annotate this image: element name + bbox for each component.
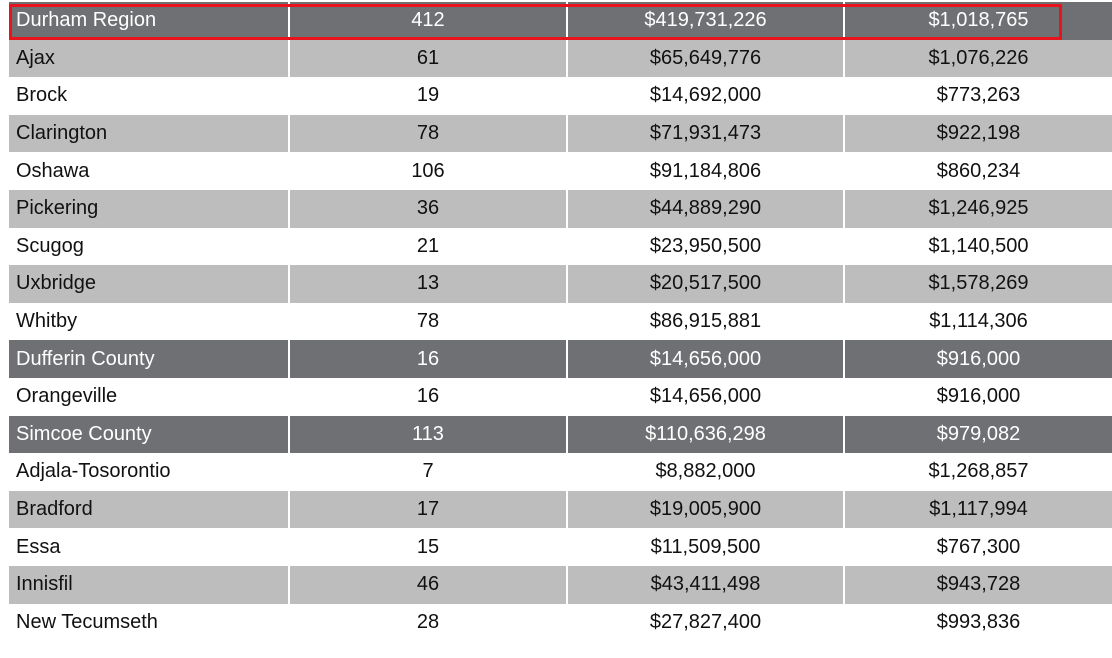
- cell-count: 15: [290, 528, 568, 566]
- cell-count: 46: [290, 565, 568, 604]
- table-row: Uxbridge 13 $20,517,500 $1,578,269: [9, 265, 1112, 303]
- cell-average: $916,000: [845, 377, 1112, 416]
- cell-volume: $43,411,498: [568, 565, 845, 604]
- cell-volume: $20,517,500: [568, 265, 845, 303]
- cell-count: 17: [290, 490, 568, 529]
- table-row: Oshawa 106 $91,184,806 $860,234: [9, 152, 1112, 190]
- cell-name: Adjala-Tosorontio: [9, 453, 290, 491]
- cell-average: $1,578,269: [845, 265, 1112, 303]
- table-row: Innisfil 46 $43,411,498 $943,728: [9, 565, 1112, 604]
- cell-name: Orangeville: [9, 377, 290, 416]
- table-row: New Tecumseth 28 $27,827,400 $993,836: [9, 603, 1112, 642]
- cell-name: Essa: [9, 528, 290, 566]
- cell-name: Simcoe County: [9, 415, 290, 454]
- cell-average: $916,000: [845, 340, 1112, 378]
- cell-count: 61: [290, 39, 568, 78]
- cell-name: Whitby: [9, 302, 290, 341]
- cell-volume: $14,656,000: [568, 377, 845, 416]
- cell-name: Innisfil: [9, 565, 290, 604]
- cell-name: Bradford: [9, 490, 290, 529]
- cell-volume: $14,692,000: [568, 77, 845, 115]
- cell-name: Pickering: [9, 189, 290, 228]
- cell-volume: $27,827,400: [568, 603, 845, 642]
- table-row: Adjala-Tosorontio 7 $8,882,000 $1,268,857: [9, 453, 1112, 491]
- cell-count: 28: [290, 603, 568, 642]
- sales-table: Durham Region 412 $419,731,226 $1,018,765 Aj…: [9, 2, 1112, 642]
- cell-average: $943,728: [845, 565, 1112, 604]
- cell-name: Oshawa: [9, 152, 290, 190]
- cell-volume: $86,915,881: [568, 302, 845, 341]
- cell-count: 16: [290, 340, 568, 378]
- cell-name: Ajax: [9, 39, 290, 78]
- table-row: Whitby 78 $86,915,881 $1,114,306: [9, 302, 1112, 341]
- cell-average: $767,300: [845, 528, 1112, 566]
- cell-count: 13: [290, 265, 568, 303]
- cell-average: $1,117,994: [845, 490, 1112, 529]
- cell-average: $1,140,500: [845, 227, 1112, 266]
- cell-count: 412: [290, 2, 568, 40]
- cell-name: Dufferin County: [9, 340, 290, 378]
- cell-name: New Tecumseth: [9, 603, 290, 642]
- cell-volume: $19,005,900: [568, 490, 845, 529]
- cell-count: 21: [290, 227, 568, 266]
- cell-count: 19: [290, 77, 568, 115]
- table-row: Scugog 21 $23,950,500 $1,140,500: [9, 227, 1112, 266]
- cell-average: $1,076,226: [845, 39, 1112, 78]
- cell-average: $979,082: [845, 415, 1112, 454]
- cell-volume: $110,636,298: [568, 415, 845, 454]
- cell-volume: $23,950,500: [568, 227, 845, 266]
- table-row: Clarington 78 $71,931,473 $922,198: [9, 114, 1112, 153]
- cell-volume: $8,882,000: [568, 453, 845, 491]
- cell-volume: $65,649,776: [568, 39, 845, 78]
- cell-volume: $44,889,290: [568, 189, 845, 228]
- region-row: Dufferin County 16 $14,656,000 $916,000: [9, 340, 1112, 378]
- table-row: Pickering 36 $44,889,290 $1,246,925: [9, 189, 1112, 228]
- cell-count: 113: [290, 415, 568, 454]
- cell-name: Clarington: [9, 114, 290, 153]
- table-row: Orangeville 16 $14,656,000 $916,000: [9, 377, 1112, 416]
- cell-volume: $14,656,000: [568, 340, 845, 378]
- cell-volume: $71,931,473: [568, 114, 845, 153]
- cell-average: $860,234: [845, 152, 1112, 190]
- cell-average: $1,268,857: [845, 453, 1112, 491]
- cell-average: $993,836: [845, 603, 1112, 642]
- cell-count: 106: [290, 152, 568, 190]
- cell-average: $922,198: [845, 114, 1112, 153]
- region-row: Durham Region 412 $419,731,226 $1,018,765: [9, 2, 1112, 40]
- table-row: Essa 15 $11,509,500 $767,300: [9, 528, 1112, 566]
- cell-count: 78: [290, 302, 568, 341]
- region-row: Simcoe County 113 $110,636,298 $979,082: [9, 415, 1112, 454]
- cell-average: $1,114,306: [845, 302, 1112, 341]
- cell-count: 78: [290, 114, 568, 153]
- cell-name: Brock: [9, 77, 290, 115]
- cell-volume: $11,509,500: [568, 528, 845, 566]
- cell-count: 36: [290, 189, 568, 228]
- cell-name: Uxbridge: [9, 265, 290, 303]
- cell-volume: $419,731,226: [568, 2, 845, 40]
- cell-volume: $91,184,806: [568, 152, 845, 190]
- cell-name: Durham Region: [9, 2, 290, 40]
- cell-average: $773,263: [845, 77, 1112, 115]
- table-row: Bradford 17 $19,005,900 $1,117,994: [9, 490, 1112, 529]
- cell-name: Scugog: [9, 227, 290, 266]
- cell-count: 7: [290, 453, 568, 491]
- cell-count: 16: [290, 377, 568, 416]
- cell-average: $1,018,765: [845, 2, 1112, 40]
- cell-average: $1,246,925: [845, 189, 1112, 228]
- table-row: Brock 19 $14,692,000 $773,263: [9, 77, 1112, 115]
- table-row: Ajax 61 $65,649,776 $1,076,226: [9, 39, 1112, 78]
